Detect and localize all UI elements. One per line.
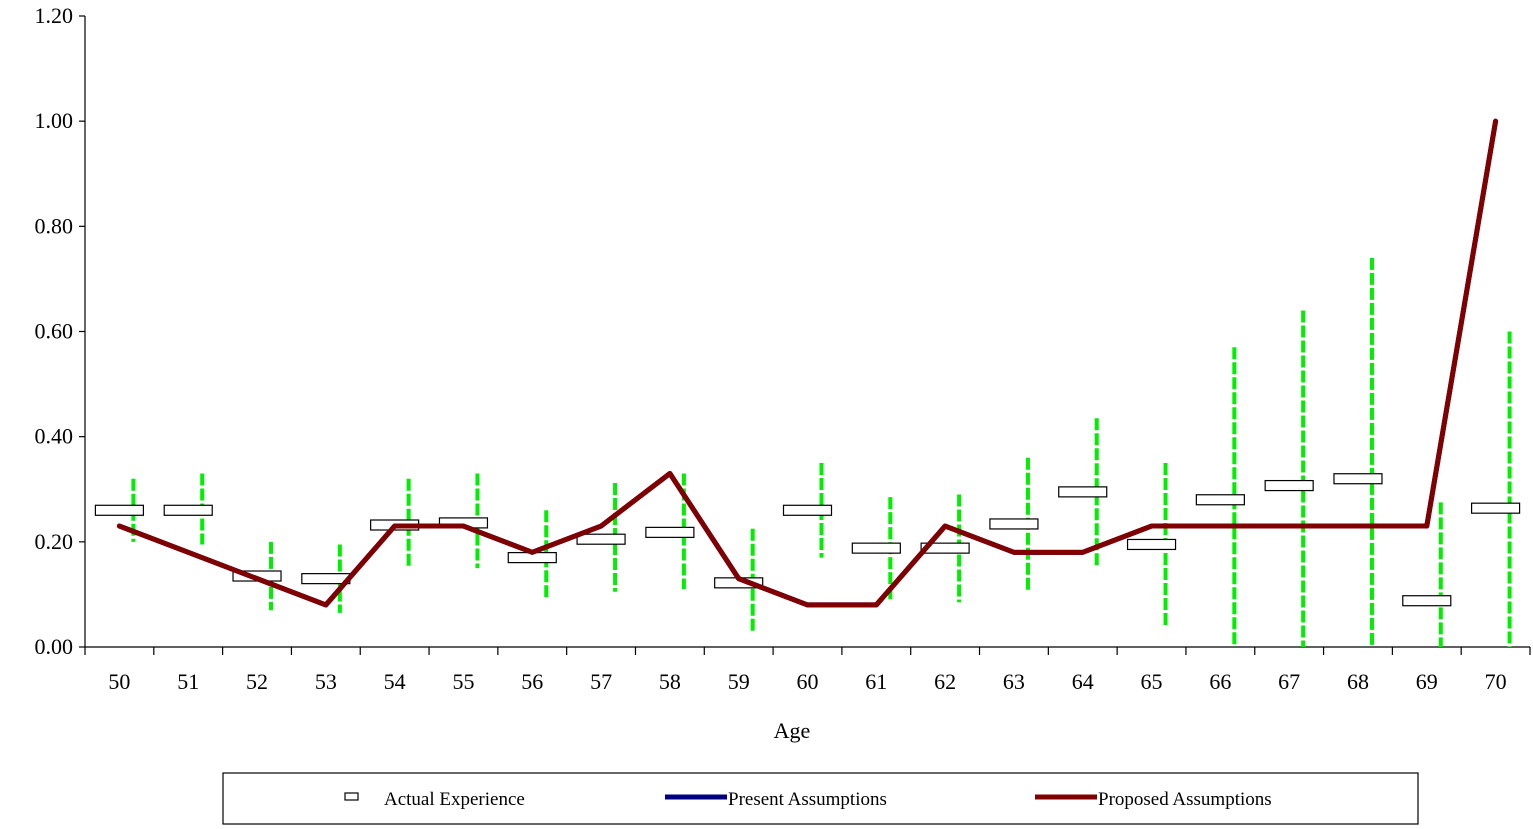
line-proposed-assumptions [116,118,1499,608]
marker-actual-experience-62 [920,542,970,554]
marker-actual-experience-63 [989,518,1039,530]
y-tick-label-2: 0.40 [35,424,74,449]
marker-actual-experience-69 [1402,595,1452,607]
x-tick-label-55: 55 [452,669,474,694]
x-tick-label-58: 58 [659,669,681,694]
y-tick-label-0: 0.00 [35,634,74,659]
assumption-lines [116,118,1499,608]
marker-actual-experience-64 [1058,486,1108,498]
x-tick-label-61: 61 [865,669,887,694]
x-tick-label-67: 67 [1278,669,1300,694]
x-tick-label-50: 50 [108,669,130,694]
actual-experience-markers [94,473,1521,607]
marker-actual-experience-66 [1195,494,1245,506]
x-tick-label-70: 70 [1485,669,1507,694]
y-tick-label-1: 0.20 [35,529,74,554]
x-tick-label-69: 69 [1416,669,1438,694]
x-tick-label-64: 64 [1072,669,1094,694]
marker-actual-experience-58 [645,526,695,538]
y-tick-label-4: 0.80 [35,213,74,238]
x-axis: 50 51 52 53 54 55 56 57 58 59 60 61 62 63 64 65 66 67 68 69… [84,646,1531,694]
marker-actual-experience-60 [782,504,833,516]
marker-actual-experience-61 [851,542,901,554]
x-tick-label-63: 63 [1003,669,1025,694]
x-tick-label-65: 65 [1141,669,1163,694]
x-tick-label-60: 60 [797,669,819,694]
marker-actual-experience-67 [1264,479,1314,492]
x-tick-label-53: 53 [315,669,337,694]
marker-actual-experience-68 [1333,473,1383,485]
y-tick-label-3: 0.60 [35,319,74,344]
x-tick-label-57: 57 [590,669,612,694]
legend-label-present-assumptions: Present Assumptions [728,789,887,810]
x-tick-label-68: 68 [1347,669,1369,694]
marker-actual-experience-57 [576,533,626,545]
x-tick-label-51: 51 [177,669,199,694]
x-axis-title: Age [774,718,811,743]
legend-label-actual-experience: Actual Experience [384,789,525,810]
x-tick-label-54: 54 [384,669,406,694]
legend-box [222,772,1419,825]
y-tick-label-6: 1.20 [35,3,74,28]
y-axis: 0.00 0.20 0.40 0.60 0.80 1.00 1.20 [35,3,86,659]
legend: Actual Experience Present Assumptions Pr… [222,772,1419,825]
marker-actual-experience-51 [163,504,213,516]
line-present-assumptions [116,118,1499,608]
marker-actual-experience-70 [1470,502,1521,514]
x-tick-label-52: 52 [246,669,268,694]
x-tick-label-56: 56 [521,669,543,694]
legend-label-proposed-assumptions: Proposed Assumptions [1098,789,1272,810]
x-tick-label-59: 59 [728,669,750,694]
x-tick-label-62: 62 [934,669,956,694]
marker-actual-experience-65 [1126,538,1177,551]
x-tick-label-66: 66 [1209,669,1231,694]
y-tick-label-5: 1.00 [35,108,74,133]
marker-actual-experience-50 [94,504,145,516]
legend-marker-actual-experience [344,792,359,801]
